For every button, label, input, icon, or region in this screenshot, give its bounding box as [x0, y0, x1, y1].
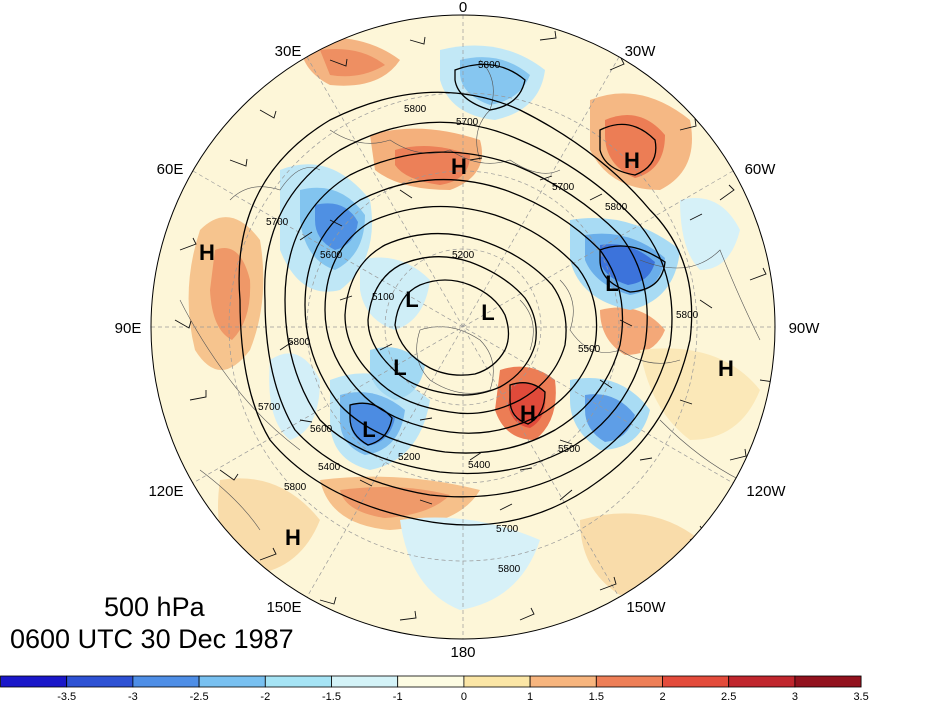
high-center-arctic: H	[520, 401, 536, 426]
colorbar-swatch	[728, 675, 796, 688]
low-center-siberia: L	[393, 355, 406, 380]
contour-label: 5100	[372, 292, 395, 303]
low-center-labrador: L	[605, 271, 618, 296]
contour-label: 5500	[558, 444, 581, 455]
colorbar-swatch	[662, 675, 730, 688]
contour-label: 5800	[605, 202, 628, 213]
contour-5200	[367, 256, 537, 396]
colorbar-tick-label: 1	[527, 691, 533, 702]
contour-label: 5800	[498, 564, 521, 575]
contour-label: 5400	[318, 462, 341, 473]
high-center-central-asia: H	[199, 240, 215, 265]
lon-label-150w: 150W	[626, 599, 666, 616]
colorbar-tick-label: 1.5	[589, 691, 604, 702]
lon-label-90w: 90W	[789, 320, 821, 337]
colorbar-tick-label: -3.5	[57, 691, 76, 702]
colorbar-swatch	[66, 675, 134, 688]
contour-label: 5700	[456, 117, 479, 128]
low-center-barents: L	[405, 287, 418, 312]
pressure-center-labels: H H H H H H L L L L L	[199, 148, 734, 550]
contour-high-arctic	[509, 382, 546, 425]
lon-label-60w: 60W	[745, 161, 777, 178]
low-center-east-siberia: L	[362, 417, 375, 442]
colorbar-swatch	[264, 675, 332, 688]
colorbar-tick-label: -1	[393, 691, 403, 702]
colorbar-tick-label: 2	[659, 691, 665, 702]
contour-label: 5700	[258, 402, 281, 413]
contour-5300	[344, 232, 567, 415]
contour-high-north-atlantic	[599, 123, 657, 176]
colorbar-tick-label: -2	[260, 691, 270, 702]
contour-label: 5800	[676, 310, 699, 321]
contour-label: 5700	[266, 217, 289, 228]
lon-label-0: 0	[459, 0, 467, 16]
colorbar-swatch	[132, 675, 200, 688]
colorbar-tick-label: 2.5	[721, 691, 736, 702]
colorbar-swatch	[331, 675, 399, 688]
colorbar-tick-label: -2.5	[190, 691, 209, 702]
contour-5700	[264, 121, 673, 498]
contour-labels: 5800 5700 5800 5700 5800 5200 5100 5600 …	[258, 60, 699, 575]
contour-5600	[284, 151, 648, 475]
contour-5800	[238, 91, 693, 526]
lon-label-90e: 90E	[115, 320, 142, 337]
graticule	[151, 15, 775, 639]
contour-label: 5800	[288, 337, 311, 348]
colorbar-swatch	[198, 675, 266, 688]
contour-label: 5600	[310, 424, 333, 435]
height-contours	[238, 63, 693, 526]
contour-low-barents	[454, 63, 526, 111]
lon-label-180: 180	[450, 644, 475, 661]
colorbar: -3.5 -3 -2.5 -2 -1.5 -1 0 1 1.5 2 2.5 3 3.5	[0, 675, 869, 702]
contour-label: 5200	[398, 452, 421, 463]
contour-label: 5800	[404, 104, 427, 115]
longitude-labels: 0 30E 30W 60E 60W 90E 90W 120E 120W 150E…	[115, 0, 821, 661]
contour-label: 5500	[578, 344, 601, 355]
contour-5100	[394, 279, 510, 376]
contour-label: 5700	[552, 182, 575, 193]
map-boundary	[150, 14, 776, 640]
colorbar-swatch	[0, 675, 68, 688]
lon-label-120e: 120E	[148, 483, 183, 500]
contour-label: 5800	[478, 60, 501, 71]
colorbar-swatches	[0, 675, 862, 688]
high-center-europe: H	[451, 154, 467, 179]
colorbar-swatch	[595, 675, 663, 688]
contour-label: 5800	[284, 482, 307, 493]
colorbar-swatch	[397, 675, 465, 688]
contour-label: 5600	[320, 250, 343, 261]
contour-label: 5200	[452, 250, 475, 261]
colorbar-tick-label: 0	[461, 691, 467, 702]
contour-low-labrador	[599, 245, 666, 293]
contour-label: 5400	[468, 460, 491, 471]
lon-label-30e: 30E	[275, 43, 302, 60]
high-center-north-america: H	[718, 356, 734, 381]
wind-barbs	[174, 30, 775, 621]
high-center-north-pacific: H	[285, 525, 301, 550]
lon-label-120w: 120W	[746, 483, 786, 500]
colorbar-swatch	[529, 675, 597, 688]
contour-label: 5700	[496, 524, 519, 535]
colorbar-tick-label: -3	[128, 691, 138, 702]
lon-label-60e: 60E	[157, 161, 184, 178]
contour-5500	[304, 178, 624, 454]
colorbar-swatch	[463, 675, 531, 688]
colorbar-tick-label: -1.5	[322, 691, 341, 702]
polar-map: 0 30E 30W 60E 60W 90E 90W 120E 120W 150E…	[115, 0, 821, 661]
colorbar-tick-label: 3	[792, 691, 798, 702]
valid-time-caption: 0600 UTC 30 Dec 1987	[10, 624, 294, 654]
colorbar-swatch	[794, 675, 862, 688]
lon-label-30w: 30W	[625, 43, 657, 60]
low-center-pole: L	[481, 300, 494, 325]
contour-low-siberia	[349, 402, 393, 446]
colorbar-tick-label: 3.5	[853, 691, 868, 702]
lon-label-150e: 150E	[266, 599, 301, 616]
colorbar-tick-labels: -3.5 -3 -2.5 -2 -1.5 -1 0 1 1.5 2 2.5 3 3.5	[57, 691, 869, 702]
pressure-level-caption: 500 hPa	[104, 592, 205, 622]
high-center-north-atlantic: H	[624, 148, 640, 173]
